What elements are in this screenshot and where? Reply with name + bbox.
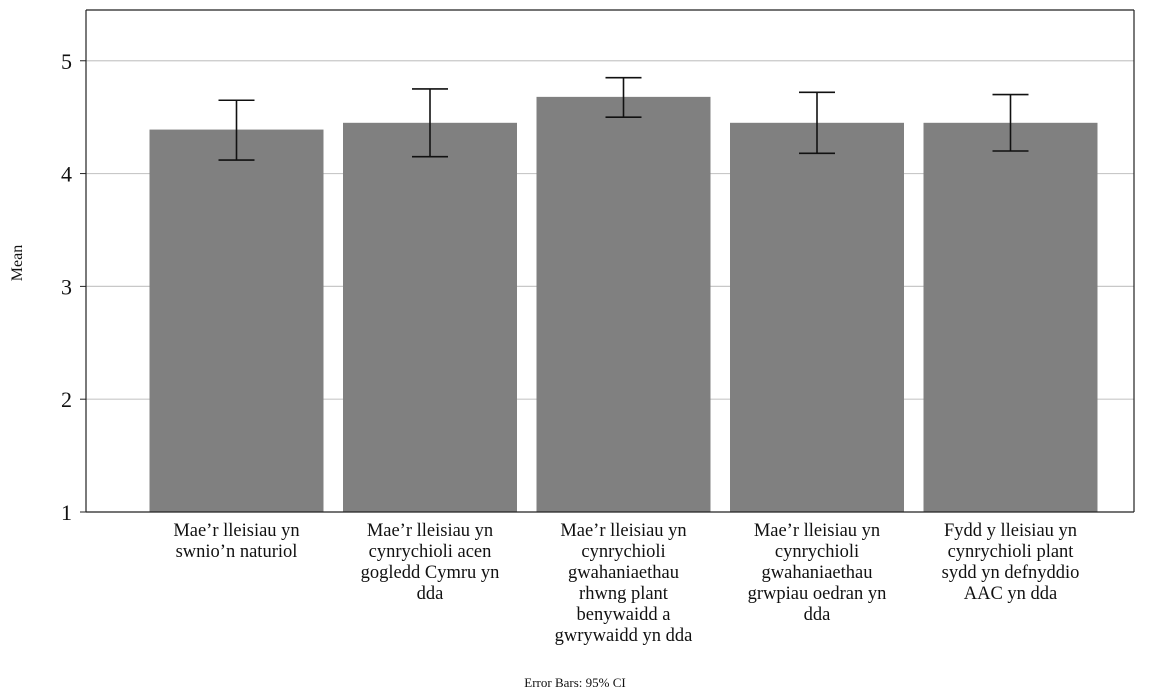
category-label: Fydd y lleisiau yn cynrychioli plant syd…	[941, 521, 1080, 604]
bar	[536, 96, 711, 513]
category-label: Mae’r lleisiau yn swnio’n naturiol	[173, 521, 300, 562]
error-bars-footnote: Error Bars: 95% CI	[524, 675, 626, 690]
category-label: Mae’r lleisiau yn cynrychioli gwahaniaet…	[747, 521, 887, 625]
y-tick-label: 2	[61, 387, 72, 412]
y-tick-label: 4	[61, 162, 72, 187]
axes: 1 2 3 4 5	[61, 9, 1135, 525]
y-axis-title: Mean	[9, 244, 26, 282]
bars	[149, 96, 1098, 513]
bar	[923, 122, 1098, 512]
bar	[149, 129, 324, 513]
category-label: Mae’r lleisiau yn cynrychioli acen gogle…	[360, 521, 500, 604]
bar	[343, 122, 517, 512]
error-bars	[218, 76, 1029, 161]
bar	[730, 122, 904, 512]
y-tick-label: 1	[61, 500, 72, 525]
y-tick-label: 3	[61, 274, 72, 299]
y-tick-label: 5	[61, 49, 72, 74]
category-label: Mae’r lleisiau yn cynrychioli gwahaniaet…	[554, 521, 693, 646]
